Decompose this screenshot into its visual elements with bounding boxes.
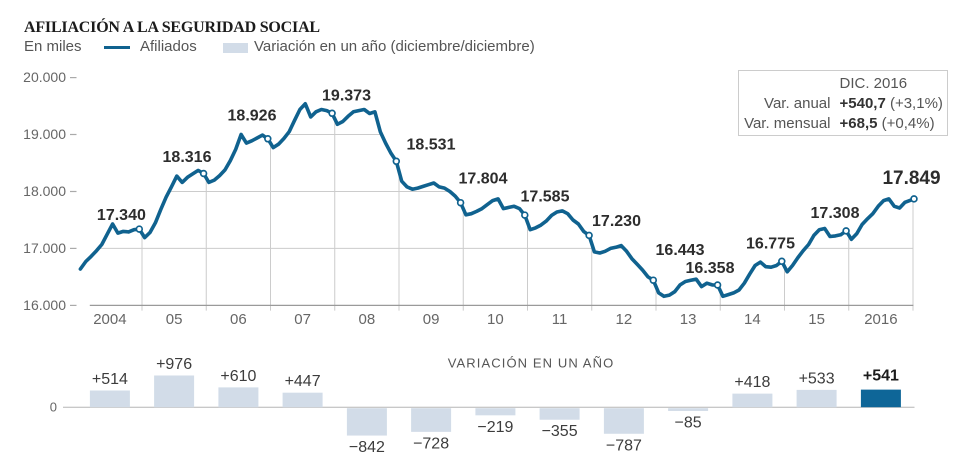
svg-text:19.000: 19.000 xyxy=(23,126,66,142)
svg-text:14: 14 xyxy=(744,311,761,328)
svg-text:+514: +514 xyxy=(92,371,128,388)
svg-text:15: 15 xyxy=(808,311,825,328)
svg-text:17.804: 17.804 xyxy=(459,171,508,188)
svg-text:18.926: 18.926 xyxy=(228,108,277,125)
svg-text:12: 12 xyxy=(616,311,633,328)
svg-text:19.373: 19.373 xyxy=(322,88,371,105)
svg-text:−219: −219 xyxy=(477,419,513,436)
svg-text:18.316: 18.316 xyxy=(163,149,212,166)
svg-text:13: 13 xyxy=(680,311,697,328)
svg-text:+976: +976 xyxy=(156,356,192,373)
svg-text:10: 10 xyxy=(487,311,504,328)
svg-text:18.000: 18.000 xyxy=(23,183,66,199)
svg-text:0: 0 xyxy=(50,400,57,415)
svg-text:+533: +533 xyxy=(799,370,835,387)
svg-text:06: 06 xyxy=(230,311,247,328)
svg-text:16.358: 16.358 xyxy=(686,260,735,277)
svg-text:−728: −728 xyxy=(413,435,449,452)
svg-text:16.775: 16.775 xyxy=(746,236,795,253)
svg-text:17.308: 17.308 xyxy=(811,205,860,222)
svg-text:2004: 2004 xyxy=(93,311,126,328)
svg-text:−85: −85 xyxy=(675,415,702,432)
svg-text:17.230: 17.230 xyxy=(592,213,641,230)
svg-text:05: 05 xyxy=(166,311,183,328)
svg-text:11: 11 xyxy=(552,311,568,328)
svg-text:2016: 2016 xyxy=(864,311,897,328)
svg-text:17.000: 17.000 xyxy=(23,240,66,256)
svg-text:−842: −842 xyxy=(349,439,385,456)
svg-text:+418: +418 xyxy=(734,374,770,391)
svg-text:+610: +610 xyxy=(220,368,256,385)
svg-text:−787: −787 xyxy=(606,437,642,454)
svg-text:17.849: 17.849 xyxy=(882,168,940,189)
svg-text:16.000: 16.000 xyxy=(23,297,66,313)
svg-text:+541: +541 xyxy=(863,368,899,385)
svg-text:−355: −355 xyxy=(542,423,578,440)
svg-text:17.585: 17.585 xyxy=(521,189,570,206)
svg-text:+447: +447 xyxy=(285,373,321,390)
svg-text:VARIACIÓN EN UN AÑO: VARIACIÓN EN UN AÑO xyxy=(448,356,615,371)
svg-text:16.443: 16.443 xyxy=(656,242,705,259)
svg-text:08: 08 xyxy=(359,311,376,328)
svg-text:07: 07 xyxy=(294,311,311,328)
svg-text:18.531: 18.531 xyxy=(407,137,456,154)
svg-text:17.340: 17.340 xyxy=(97,207,146,224)
svg-text:20.000: 20.000 xyxy=(23,69,66,85)
svg-text:09: 09 xyxy=(423,311,440,328)
